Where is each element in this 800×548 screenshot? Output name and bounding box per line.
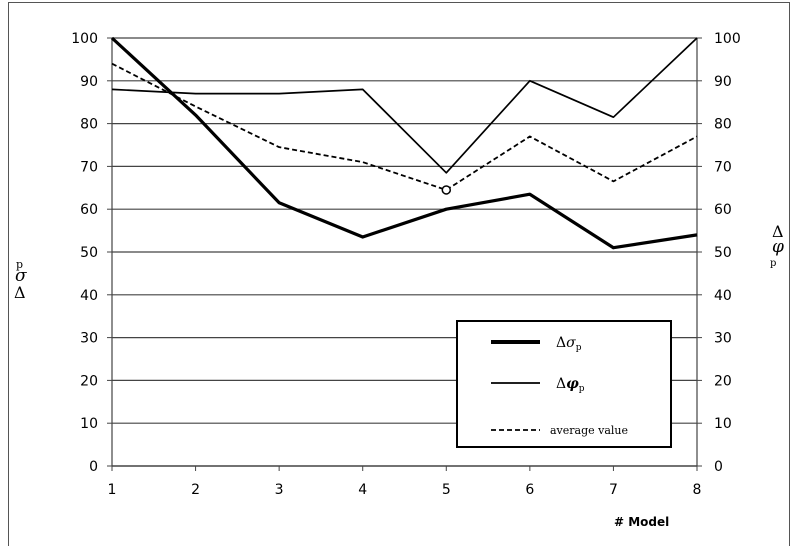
tick-labels: 0 0 10 10 20 20 30 30 40 40 50 50 60 60 70 70 80 80 90 90 10… [71,31,740,498]
x-tick-8: 8 [693,482,702,498]
y-tick-right-30: 30 [714,331,732,347]
y-tick-right-70: 70 [714,159,732,175]
series-line-phi [111,37,698,174]
y-tick-left-20: 20 [80,373,98,389]
y-tick-left-90: 90 [80,74,98,90]
y-tick-right-100: 100 [714,31,741,47]
series-lines [110,36,698,250]
svg-text:σ: σ [15,266,27,286]
chart-frame [8,2,790,546]
y-tick-left-30: 30 [80,331,98,347]
x-tick-1: 1 [108,482,117,498]
y-tick-left-70: 70 [80,159,98,175]
x-tick-7: 7 [609,482,618,498]
svg-text:p: p [16,258,23,271]
average-marker [441,185,452,195]
y-tick-right-90: 90 [714,74,732,90]
y-tick-right-60: 60 [714,202,732,218]
y-tick-left-80: 80 [80,117,98,133]
y-tick-right-40: 40 [714,288,732,304]
svg-text:Δ: Δ [14,283,26,302]
series-line-avg [111,62,698,191]
x-tick-3: 3 [275,482,284,498]
y-tick-right-80: 80 [714,117,732,133]
y-tick-right-20: 20 [714,373,732,389]
y-tick-right-10: 10 [714,416,732,432]
legend-label-avg: average value [550,424,628,437]
y-tick-right-0: 0 [714,459,723,475]
legend: Δσp Δφp average value [456,320,672,448]
svg-text:p: p [770,258,776,269]
x-tick-6: 6 [525,482,534,498]
grid-lines [107,37,702,471]
y-axis-label-right: Δ φ p [770,222,784,269]
y-tick-left-50: 50 [80,245,98,261]
x-tick-4: 4 [358,482,367,498]
y-axis-label-left: p σ Δ [14,258,27,302]
x-tick-5: 5 [442,482,451,498]
y-tick-left-40: 40 [80,288,98,304]
y-tick-left-60: 60 [80,202,98,218]
x-axis-label: # Model [614,515,669,529]
y-tick-left-0: 0 [89,459,98,475]
y-tick-left-10: 10 [80,416,98,432]
axes [111,38,698,466]
svg-text:φ: φ [772,237,784,257]
y-tick-left-100: 100 [71,31,98,47]
legend-label-phi: Δφp [556,376,585,394]
legend-label-sigma: Δσp [556,335,582,353]
y-tick-right-50: 50 [714,245,732,261]
x-tick-2: 2 [191,482,200,498]
svg-text:Δ: Δ [772,222,784,241]
series-line-sigma [110,36,698,250]
